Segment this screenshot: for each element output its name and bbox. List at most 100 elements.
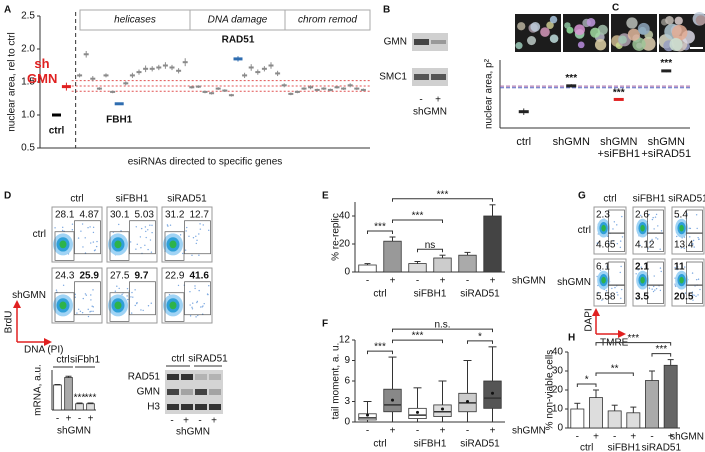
arrow-head (13, 300, 21, 308)
event (660, 230, 663, 232)
event (692, 299, 694, 301)
event (77, 237, 80, 239)
row-label: shGMN (557, 277, 591, 288)
significance-bracket (651, 353, 672, 357)
density (114, 240, 122, 249)
panel-letter: G (578, 191, 586, 202)
y-axis-label: % re-replic (331, 213, 342, 261)
event (186, 226, 188, 229)
mean (466, 400, 469, 403)
nucleus (590, 27, 601, 38)
gate (164, 231, 185, 261)
nucleus (564, 22, 571, 29)
significance-bracket (417, 248, 443, 253)
density (679, 224, 684, 232)
gate (184, 281, 211, 316)
event (134, 304, 136, 307)
event (84, 237, 86, 239)
event (81, 311, 84, 314)
event (651, 288, 653, 290)
significance-label: *** (660, 58, 672, 69)
event (62, 284, 65, 286)
blot-band (167, 404, 179, 410)
event (202, 305, 204, 307)
event (613, 221, 616, 223)
lane-label: - (170, 416, 173, 427)
y-tick-label: 0.5 (21, 143, 35, 154)
gate (647, 209, 664, 234)
nucleus (641, 36, 656, 51)
y-axis-label: nuclear area, p² (484, 58, 495, 129)
x-tick-label: shGMN +siFBH1 (597, 136, 641, 160)
event (606, 266, 609, 269)
gate-percentage: 2.6 (635, 210, 649, 221)
event (612, 239, 614, 242)
gate (54, 231, 75, 261)
gate-percentage: 2.3 (596, 210, 610, 221)
blot-band (181, 404, 193, 410)
nucleus (674, 16, 683, 25)
blot-row-label: H3 (147, 402, 160, 413)
panel-letter: E (322, 191, 329, 202)
nucleus (515, 42, 523, 50)
event (657, 225, 659, 227)
bar (75, 403, 84, 411)
event (695, 214, 698, 216)
event (198, 254, 200, 256)
group-label: siFBH1 (414, 439, 447, 450)
event (136, 302, 138, 305)
row-label: shGMN (12, 290, 46, 301)
significance-label: *** (412, 331, 424, 342)
flow-y-label: DAPI (584, 308, 595, 331)
event (655, 287, 658, 290)
data-point (61, 85, 71, 89)
gate (129, 281, 156, 316)
x-tick-label: ctrl (516, 136, 532, 148)
data-point (162, 64, 168, 67)
x-tick-label: - (366, 426, 369, 437)
x-tick-label: + (668, 432, 674, 443)
event (614, 286, 616, 289)
data-point (103, 74, 109, 77)
gate-percentage: 30.1 (110, 210, 130, 221)
y-tick-label: 3 (344, 396, 350, 407)
event (71, 223, 74, 225)
gate (608, 209, 625, 234)
mean (441, 407, 444, 411)
event (674, 266, 676, 269)
event (616, 291, 618, 294)
event (191, 308, 194, 310)
event (140, 309, 142, 311)
data-point (228, 94, 234, 97)
nucleus (618, 35, 627, 44)
panel-letter: C (612, 3, 619, 14)
flow-x-label: TMRE (600, 338, 629, 349)
event (699, 288, 701, 291)
bar (607, 410, 622, 429)
event (596, 275, 598, 278)
event (619, 271, 621, 274)
x-axis-label: shGMN (512, 276, 546, 287)
event (621, 215, 623, 218)
data-point (321, 87, 327, 90)
event (89, 311, 91, 313)
gate-percentage: 11 (674, 262, 685, 273)
event (126, 295, 128, 297)
significance-bracket (595, 372, 634, 376)
event (674, 283, 676, 285)
significance-bracket (392, 339, 443, 344)
data-point (215, 87, 221, 90)
gate (686, 209, 703, 234)
data-point (209, 92, 215, 95)
gate (74, 220, 101, 255)
event (91, 305, 93, 307)
event (697, 294, 699, 296)
panel-letter: H (568, 333, 575, 344)
bar (383, 240, 402, 273)
event (147, 248, 149, 251)
lane-label: - (419, 95, 422, 106)
event (145, 236, 147, 239)
event (686, 213, 688, 215)
y-tick-label: 20 (339, 239, 351, 250)
gate (74, 281, 101, 316)
